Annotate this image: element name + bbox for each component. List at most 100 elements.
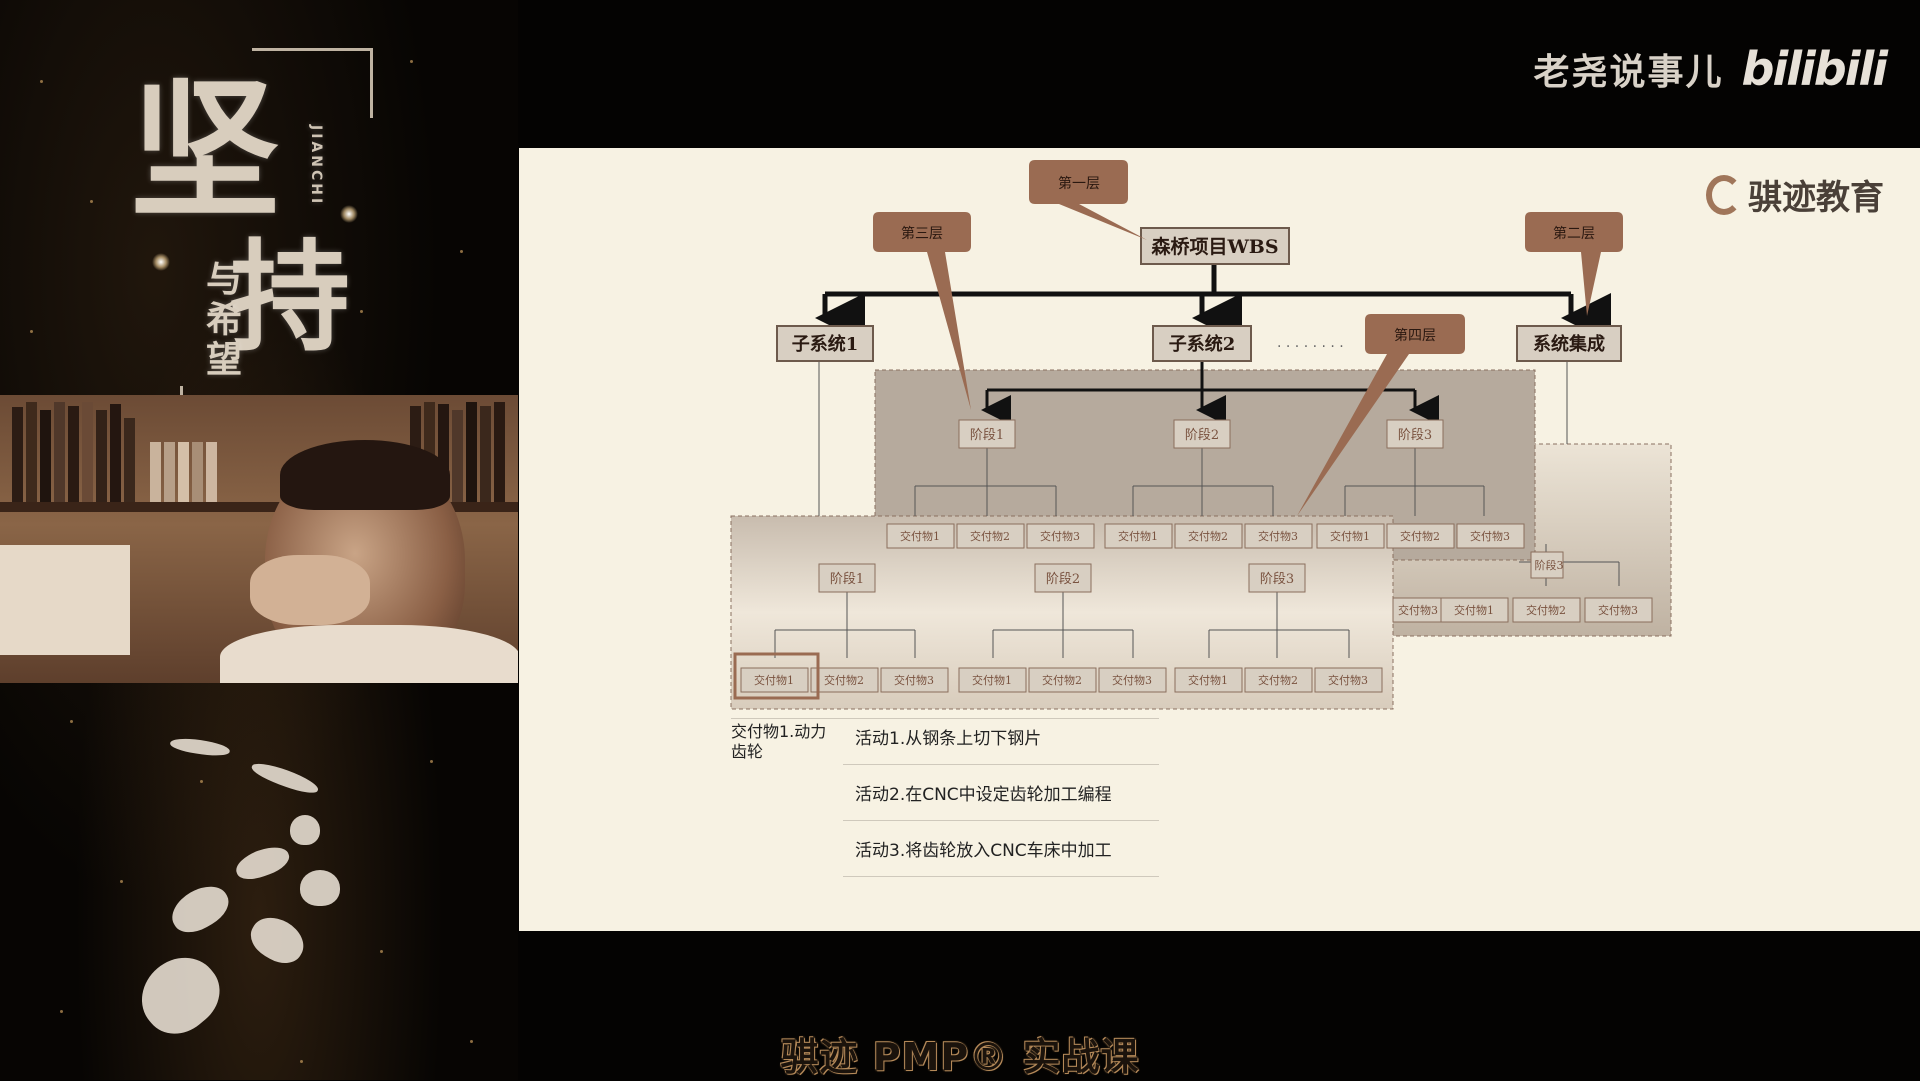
presenter-hair [280, 440, 450, 510]
svg-text:阶段2: 阶段2 [1046, 572, 1080, 587]
mid-phase-1: 阶段1 [958, 419, 1016, 449]
svg-text:交付物1: 交付物1 [754, 673, 794, 687]
svg-text:交付物1: 交付物1 [1454, 603, 1494, 617]
subsystem2-connectors [981, 358, 1439, 425]
bookshelf [0, 502, 518, 512]
svg-text:交付物2: 交付物2 [1400, 529, 1440, 543]
svg-text:交付物1: 交付物1 [900, 529, 940, 543]
divider [843, 876, 1159, 877]
mid-deliverable: 交付物2 [956, 523, 1025, 549]
channel-name: 老尧说事儿 [1533, 52, 1724, 93]
channel-branding: 老尧说事儿 bilibili [1533, 42, 1888, 96]
svg-text:交付物2: 交付物2 [1258, 673, 1298, 687]
front-deliverable: 交付物3 [880, 667, 949, 693]
svg-text:第二层: 第二层 [1553, 225, 1595, 242]
callout-layer-2: 第二层 [1525, 212, 1623, 316]
right-deliverable: 交付物2 [1512, 597, 1581, 623]
svg-text:交付物1: 交付物1 [972, 673, 1012, 687]
svg-text:系统集成: 系统集成 [1533, 333, 1605, 355]
mid-deliverable: 交付物3 [1244, 523, 1313, 549]
svg-text:阶段2: 阶段2 [1185, 428, 1219, 443]
presenter-shirt [220, 625, 518, 683]
svg-text:第一层: 第一层 [1058, 175, 1100, 192]
mid-deliverable: 交付物1 [1316, 523, 1385, 549]
front-deliverable: 交付物2 [1028, 667, 1097, 693]
title-char-chi: 持 [230, 227, 350, 368]
svg-text:交付物3: 交付物3 [1328, 673, 1368, 687]
frame-line-right [370, 48, 373, 118]
presenter-video [0, 395, 518, 683]
svg-text:子系统1: 子系统1 [792, 333, 859, 355]
mid-deliverable: 交付物1 [1104, 523, 1173, 549]
front-deliverable: 交付物1 [1174, 667, 1243, 693]
activity-item-2: 活动2.在CNC中设定齿轮加工编程 [855, 785, 1112, 805]
front-phase-1: 阶段1 [818, 563, 876, 593]
left-decor-panel: 坚 持 与希望 JIANCHI [0, 0, 518, 1080]
svg-text:交付物3: 交付物3 [894, 673, 934, 687]
mid-phase-2: 阶段2 [1173, 419, 1231, 449]
front-deliverable: 交付物3 [1314, 667, 1383, 693]
mid-deliverable: 交付物1 [886, 523, 955, 549]
wbs-diagram: 森桥项目WBS 子系统1 子系统2 系统集成 · · · · · · · · 阶… [730, 160, 1672, 710]
mid-deliverable: 交付物3 [1456, 523, 1525, 549]
svg-text:交付物1: 交付物1 [1118, 529, 1158, 543]
bilibili-logo: bilibili [1741, 42, 1888, 96]
presentation-slide: 骐迹教育 [519, 148, 1920, 931]
front-deliverable: 交付物2 [810, 667, 879, 693]
wbs-node-subsystem-1: 子系统1 [776, 325, 874, 362]
title-artwork: 坚 持 与希望 JIANCHI [120, 30, 380, 416]
wbs-node-subsystem-2: 子系统2 [1152, 325, 1252, 362]
svg-text:子系统2: 子系统2 [1169, 333, 1236, 355]
svg-text:交付物3: 交付物3 [1112, 673, 1152, 687]
svg-text:阶段1: 阶段1 [830, 572, 864, 587]
right-phase-partial: 阶段3 [1530, 551, 1564, 579]
activity-item-1: 活动1.从钢条上切下钢片 [855, 729, 1042, 749]
svg-text:交付物3: 交付物3 [1040, 529, 1080, 543]
svg-text:阶段1: 阶段1 [970, 428, 1004, 443]
svg-text:交付物1: 交付物1 [1188, 673, 1228, 687]
svg-text:交付物3: 交付物3 [1258, 529, 1298, 543]
book-stack [0, 545, 130, 655]
mid-deliverable: 交付物2 [1386, 523, 1455, 549]
logo-text: 骐迹教育 [1748, 178, 1884, 218]
deliverable-highlight-box [733, 652, 820, 700]
svg-text:交付物2: 交付物2 [1042, 673, 1082, 687]
sparkle-icon [340, 205, 358, 223]
activity-item-3: 活动3.将齿轮放入CNC车床中加工 [855, 841, 1112, 861]
divider [843, 820, 1159, 821]
wbs-node-system-integration: 系统集成 [1516, 325, 1622, 362]
front-deliverable: 交付物3 [1098, 667, 1167, 693]
activity-list: 交付物1.动力齿轮 活动1.从钢条上切下钢片 活动2.在CNC中设定齿轮加工编程… [731, 718, 1331, 898]
title-pinyin: JIANCHI [308, 125, 324, 207]
activity-deliverable-label: 交付物1.动力齿轮 [731, 722, 827, 761]
qiji-logo-icon [1706, 174, 1742, 215]
callout-layer-4: 第四层 [1297, 314, 1465, 516]
right-deliverable: 交付物1 [1440, 597, 1509, 623]
svg-text:交付物2: 交付物2 [1526, 603, 1566, 617]
right-deliverable: 交付物3 [1392, 597, 1444, 623]
svg-text:交付物3: 交付物3 [1598, 603, 1638, 617]
mid-phase-3: 阶段3 [1386, 419, 1444, 449]
svg-text:交付物1: 交付物1 [1330, 529, 1370, 543]
mid-deliverable: 交付物2 [1174, 523, 1243, 549]
svg-text:阶段3: 阶段3 [1398, 428, 1432, 443]
title-subtitle: 与希望 [200, 260, 242, 380]
mid-deliverable: 交付物3 [1026, 523, 1095, 549]
company-logo: 骐迹教育 [1706, 170, 1884, 219]
wbs-thin-connectors [774, 361, 1620, 658]
svg-text:交付物2: 交付物2 [970, 529, 1010, 543]
svg-text:交付物2: 交付物2 [824, 673, 864, 687]
svg-text:交付物3: 交付物3 [1470, 529, 1510, 543]
svg-text:第三层: 第三层 [901, 225, 943, 242]
callout-layer-3: 第三层 [873, 212, 971, 410]
wbs-node-root: 森桥项目WBS [1140, 227, 1290, 265]
front-phase-3: 阶段3 [1248, 563, 1306, 593]
presenter-hand [250, 555, 370, 625]
svg-text:交付物2: 交付物2 [1188, 529, 1228, 543]
right-deliverable: 交付物3 [1584, 597, 1653, 623]
frame-line-top [252, 48, 372, 51]
footprints-graphic [126, 730, 400, 1050]
front-deliverable: 交付物2 [1244, 667, 1313, 693]
front-deliverable-highlighted: 交付物1 [740, 667, 809, 693]
front-deliverable: 交付物1 [958, 667, 1027, 693]
